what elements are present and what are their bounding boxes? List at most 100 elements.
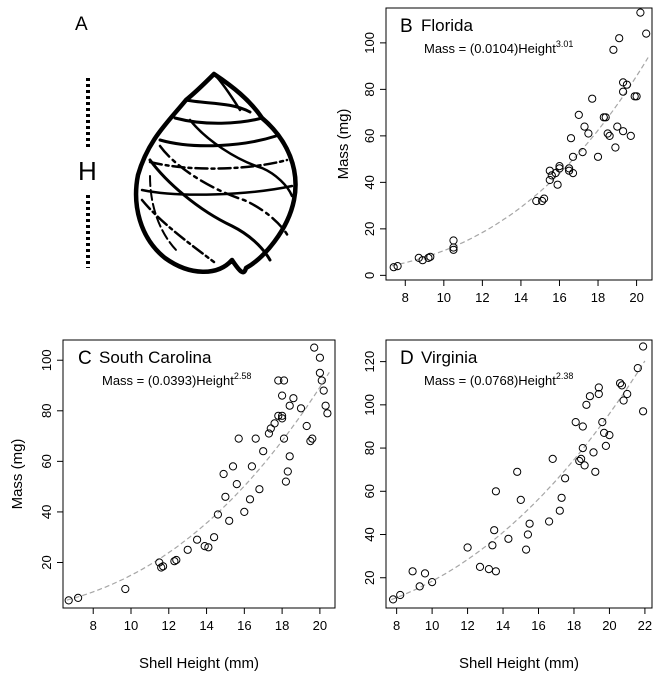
height-label: H [78,156,97,186]
data-point [575,456,584,466]
y-tick-label: 80 [39,404,54,418]
panel-title-c: South Carolina [99,348,212,367]
data-point [513,467,522,476]
data-point [619,127,628,136]
scatter-points-c [64,343,332,605]
data-point [426,252,435,261]
data-point [598,418,607,427]
data-point [545,166,554,175]
data-point [615,34,624,43]
panel-title-b: Florida [421,16,474,35]
plot-frame-c [62,339,336,609]
data-point [210,533,219,542]
data-point [626,131,635,140]
data-point [270,419,279,428]
data-point [557,493,566,502]
data-point [553,180,562,189]
data-point [585,392,595,401]
snail-shell-icon [133,71,298,275]
data-point [278,391,287,400]
x-tick-label: 18 [591,290,605,305]
panel-b: B Florida Mass = (0.0104)Height3.01 Mass… [335,7,653,305]
equation-b: Mass = (0.0104)Height3.01 [424,39,573,56]
data-point [170,557,179,566]
data-point [121,584,130,594]
data-point [278,414,287,423]
scatter-points-b [389,8,651,272]
x-tick-label: 20 [629,290,643,305]
data-point [204,543,213,552]
data-point [491,487,500,496]
data-point [285,452,294,461]
y-axis-label-c: Mass (mg) [9,439,26,510]
data-point [484,565,493,574]
data-point [619,396,628,405]
y-tick-label: 60 [362,484,377,498]
data-point [255,485,264,494]
data-point [490,526,499,535]
data-point [319,386,328,395]
y-tick-label: 40 [362,527,377,541]
data-point [302,421,311,431]
data-point [251,434,260,443]
plot-frame-b [385,7,653,281]
y-axis-b: 0 20 40 60 80 100 [362,32,386,279]
data-point [594,389,603,399]
y-tick-label: 100 [362,32,377,54]
data-point [532,196,541,206]
y-tick-label: 80 [362,441,377,455]
data-point [283,467,292,476]
data-point [571,418,580,427]
data-point [516,495,525,504]
fit-curve-b [391,57,649,267]
data-point [221,492,230,501]
data-point [449,236,458,245]
data-point [540,194,549,203]
data-point [289,394,298,403]
equation-c: Mass = (0.0393)Height2.58 [102,371,251,388]
data-point [389,263,398,272]
fit-line [66,371,330,601]
data-point [611,143,620,152]
fit-curve-d [391,360,646,601]
data-point [639,342,648,351]
data-point [219,469,228,479]
y-tick-label: 120 [362,351,377,373]
data-point [183,545,192,554]
data-point [408,567,417,576]
y-tick-label: 20 [362,571,377,585]
data-point [274,376,283,385]
x-tick-label: 18 [567,618,581,633]
data-point [315,353,324,362]
data-point [584,129,593,138]
data-point [636,8,645,17]
panel-a: A H [75,14,298,275]
x-tick-label: 8 [90,618,97,633]
data-point [279,376,289,385]
data-point [278,411,287,420]
x-tick-label: 8 [393,618,400,633]
data-point [601,113,610,122]
data-point [247,462,256,471]
x-axis-c: 8 10 12 14 16 18 20 [90,608,327,633]
x-tick-label: 8 [402,290,409,305]
data-point [415,582,424,591]
data-point [315,368,324,377]
x-tick-label: 10 [437,290,451,305]
data-point [228,462,238,471]
data-point [245,495,255,504]
data-point [279,434,289,443]
data-point [617,381,627,390]
data-point [317,376,326,385]
data-point [593,152,603,161]
data-point [488,541,497,550]
data-point [308,434,317,443]
data-point [574,110,583,120]
data-point [589,448,598,457]
data-point [578,422,587,431]
panel-c: C South Carolina Mass = (0.0393)Height2.… [9,339,336,672]
x-tick-label: 16 [531,618,545,633]
x-tick-label: 12 [460,618,474,633]
data-point [580,122,589,131]
data-point [285,401,294,410]
